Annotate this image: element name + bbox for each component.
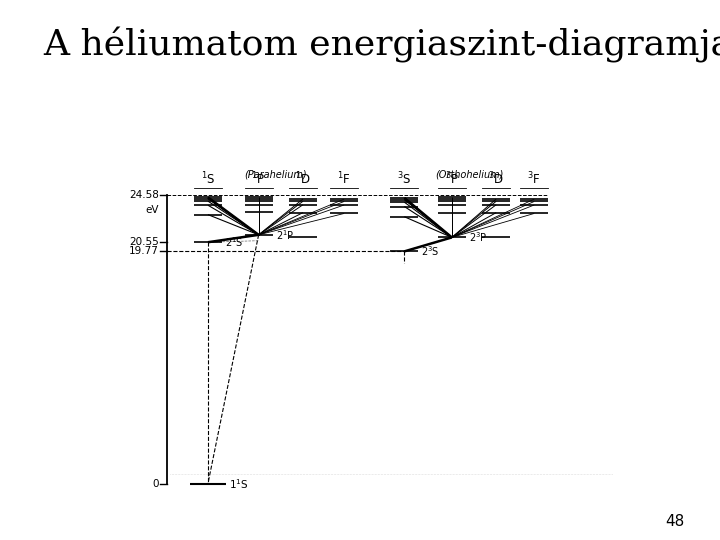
Text: 0: 0 [153,478,159,489]
Text: $^3$S: $^3$S [397,171,412,187]
Text: 20.55: 20.55 [130,237,159,247]
Text: $^1$D: $^1$D [295,171,311,187]
Text: eV: eV [145,205,159,215]
Text: $2^1$S: $2^1$S [225,235,243,249]
Text: A héliumatom energiaszint-diagramja: A héliumatom energiaszint-diagramja [43,27,720,63]
Text: $1^1$S: $1^1$S [229,477,248,490]
Text: $2^3$P: $2^3$P [469,231,487,244]
Text: 24.58: 24.58 [130,190,159,200]
Text: $^3$F: $^3$F [527,171,541,187]
Text: 19.77: 19.77 [130,246,159,256]
Text: (Parahelium): (Parahelium) [245,170,307,180]
Text: $^3$P: $^3$P [445,171,459,187]
Text: $^1$P: $^1$P [251,171,266,187]
Text: $^1$S: $^1$S [201,171,215,187]
Text: $^1$F: $^1$F [337,171,351,187]
Text: $^3$D: $^3$D [488,171,504,187]
Text: (Orthohelium): (Orthohelium) [435,170,503,180]
Text: $2^1$P: $2^1$P [276,228,294,242]
Text: $2^3$S: $2^3$S [421,245,440,258]
Text: 48: 48 [665,514,684,529]
